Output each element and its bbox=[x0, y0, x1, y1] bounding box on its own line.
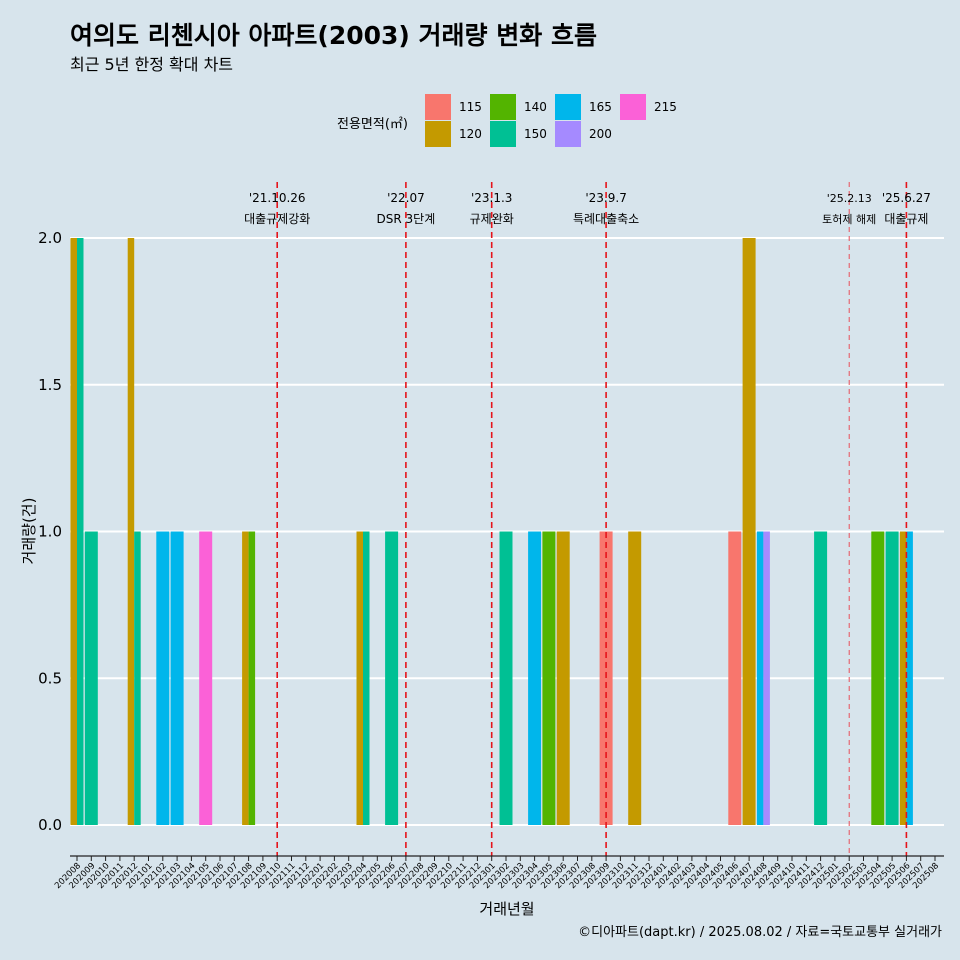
legend-key-140 bbox=[490, 94, 516, 120]
bar-202506-165 bbox=[906, 531, 913, 825]
bar-202505-150 bbox=[885, 531, 899, 825]
event-label: 대출규제강화 bbox=[244, 212, 310, 226]
bar-202008-150 bbox=[77, 238, 84, 825]
bar-202412-150 bbox=[814, 531, 828, 825]
y-tick-label: 0.5 bbox=[38, 669, 62, 687]
legend-key-120 bbox=[425, 121, 451, 147]
legend-key-150 bbox=[490, 121, 516, 147]
event-date: '25.2.13 bbox=[827, 192, 872, 205]
bar-202108-140 bbox=[248, 531, 256, 825]
legend-key-115 bbox=[425, 94, 451, 120]
bar-202506-120 bbox=[899, 531, 907, 825]
x-axis: 2020082020092020102020112020122021012021… bbox=[53, 855, 944, 891]
event-label: 토허제 해제 bbox=[822, 212, 876, 226]
event-label: 특례대출축소 bbox=[573, 212, 639, 226]
y-axis: 0.0 0.5 1.0 1.5 2.0 bbox=[38, 229, 62, 834]
legend-label-115: 115 bbox=[459, 100, 482, 114]
bar-202204-150 bbox=[363, 531, 370, 825]
y-axis-title: 거래량(건) bbox=[20, 498, 38, 565]
bar-202309-115 bbox=[599, 531, 613, 825]
bar-202311-120 bbox=[628, 531, 642, 825]
legend-key-215 bbox=[620, 94, 646, 120]
legend-label-200: 200 bbox=[589, 127, 612, 141]
event-date: '21.10.26 bbox=[249, 191, 306, 205]
bar-202012-150 bbox=[134, 531, 141, 825]
bar-202103-165 bbox=[170, 531, 184, 825]
y-tick-label: 1.5 bbox=[38, 376, 62, 394]
bar-202406-115 bbox=[728, 531, 742, 825]
y-tick-label: 1.0 bbox=[38, 523, 62, 541]
bar-202407-120 bbox=[742, 238, 756, 825]
bar-202306-120 bbox=[556, 531, 570, 825]
bar-202008-120 bbox=[70, 238, 77, 825]
caption: ©디아파트(dapt.kr) / 2025.08.02 / 자료=국토교통부 실… bbox=[578, 925, 942, 940]
legend-label-215: 215 bbox=[654, 100, 677, 114]
bar-202305-140 bbox=[542, 531, 556, 825]
bar-202206-150 bbox=[385, 531, 399, 825]
bars bbox=[70, 238, 913, 825]
legend-label-140: 140 bbox=[524, 100, 547, 114]
event-label: DSR 3단계 bbox=[377, 212, 436, 226]
event-lines: '21.10.26 대출규제강화 '22.07 DSR 3단계 '23.1.3 규제완화 '… bbox=[244, 182, 931, 856]
event-label: 대출규제 bbox=[884, 212, 928, 226]
legend: 115 120 140 150 165 200 215 bbox=[425, 94, 677, 147]
event-date: '23.9.7 bbox=[585, 191, 626, 205]
event-date: '25.6.27 bbox=[882, 191, 931, 205]
bar-202408-165 bbox=[756, 531, 764, 825]
event-date: '23.1.3 bbox=[471, 191, 512, 205]
bar-202302-150 bbox=[499, 531, 513, 825]
bar-202204-120 bbox=[356, 531, 363, 825]
chart-subtitle: 최근 5년 한정 확대 차트 bbox=[70, 55, 233, 74]
bar-202408-200 bbox=[763, 531, 770, 825]
bar-202102-165 bbox=[156, 531, 170, 825]
bar-202012-120 bbox=[127, 238, 135, 825]
x-axis-title: 거래년월 bbox=[479, 900, 534, 918]
legend-label-150: 150 bbox=[524, 127, 547, 141]
event-label: 규제완화 bbox=[470, 212, 514, 226]
chart-title: 여의도 리첸시아 아파트(2003) 거래량 변화 흐름 bbox=[70, 21, 597, 50]
legend-key-200 bbox=[555, 121, 581, 147]
legend-label-120: 120 bbox=[459, 127, 482, 141]
legend-key-165 bbox=[555, 94, 581, 120]
legend-label-165: 165 bbox=[589, 100, 612, 114]
bar-202304-165 bbox=[528, 531, 542, 825]
bar-202009-150 bbox=[84, 531, 98, 825]
bar-202504-140 bbox=[871, 531, 885, 825]
y-tick-label: 2.0 bbox=[38, 229, 62, 247]
event-date: '22.07 bbox=[387, 191, 425, 205]
y-tick-label: 0.0 bbox=[38, 816, 62, 834]
legend-title: 전용면적(㎡) bbox=[337, 117, 408, 132]
bar-202105-215 bbox=[199, 531, 213, 825]
bar-202108-120 bbox=[242, 531, 249, 825]
